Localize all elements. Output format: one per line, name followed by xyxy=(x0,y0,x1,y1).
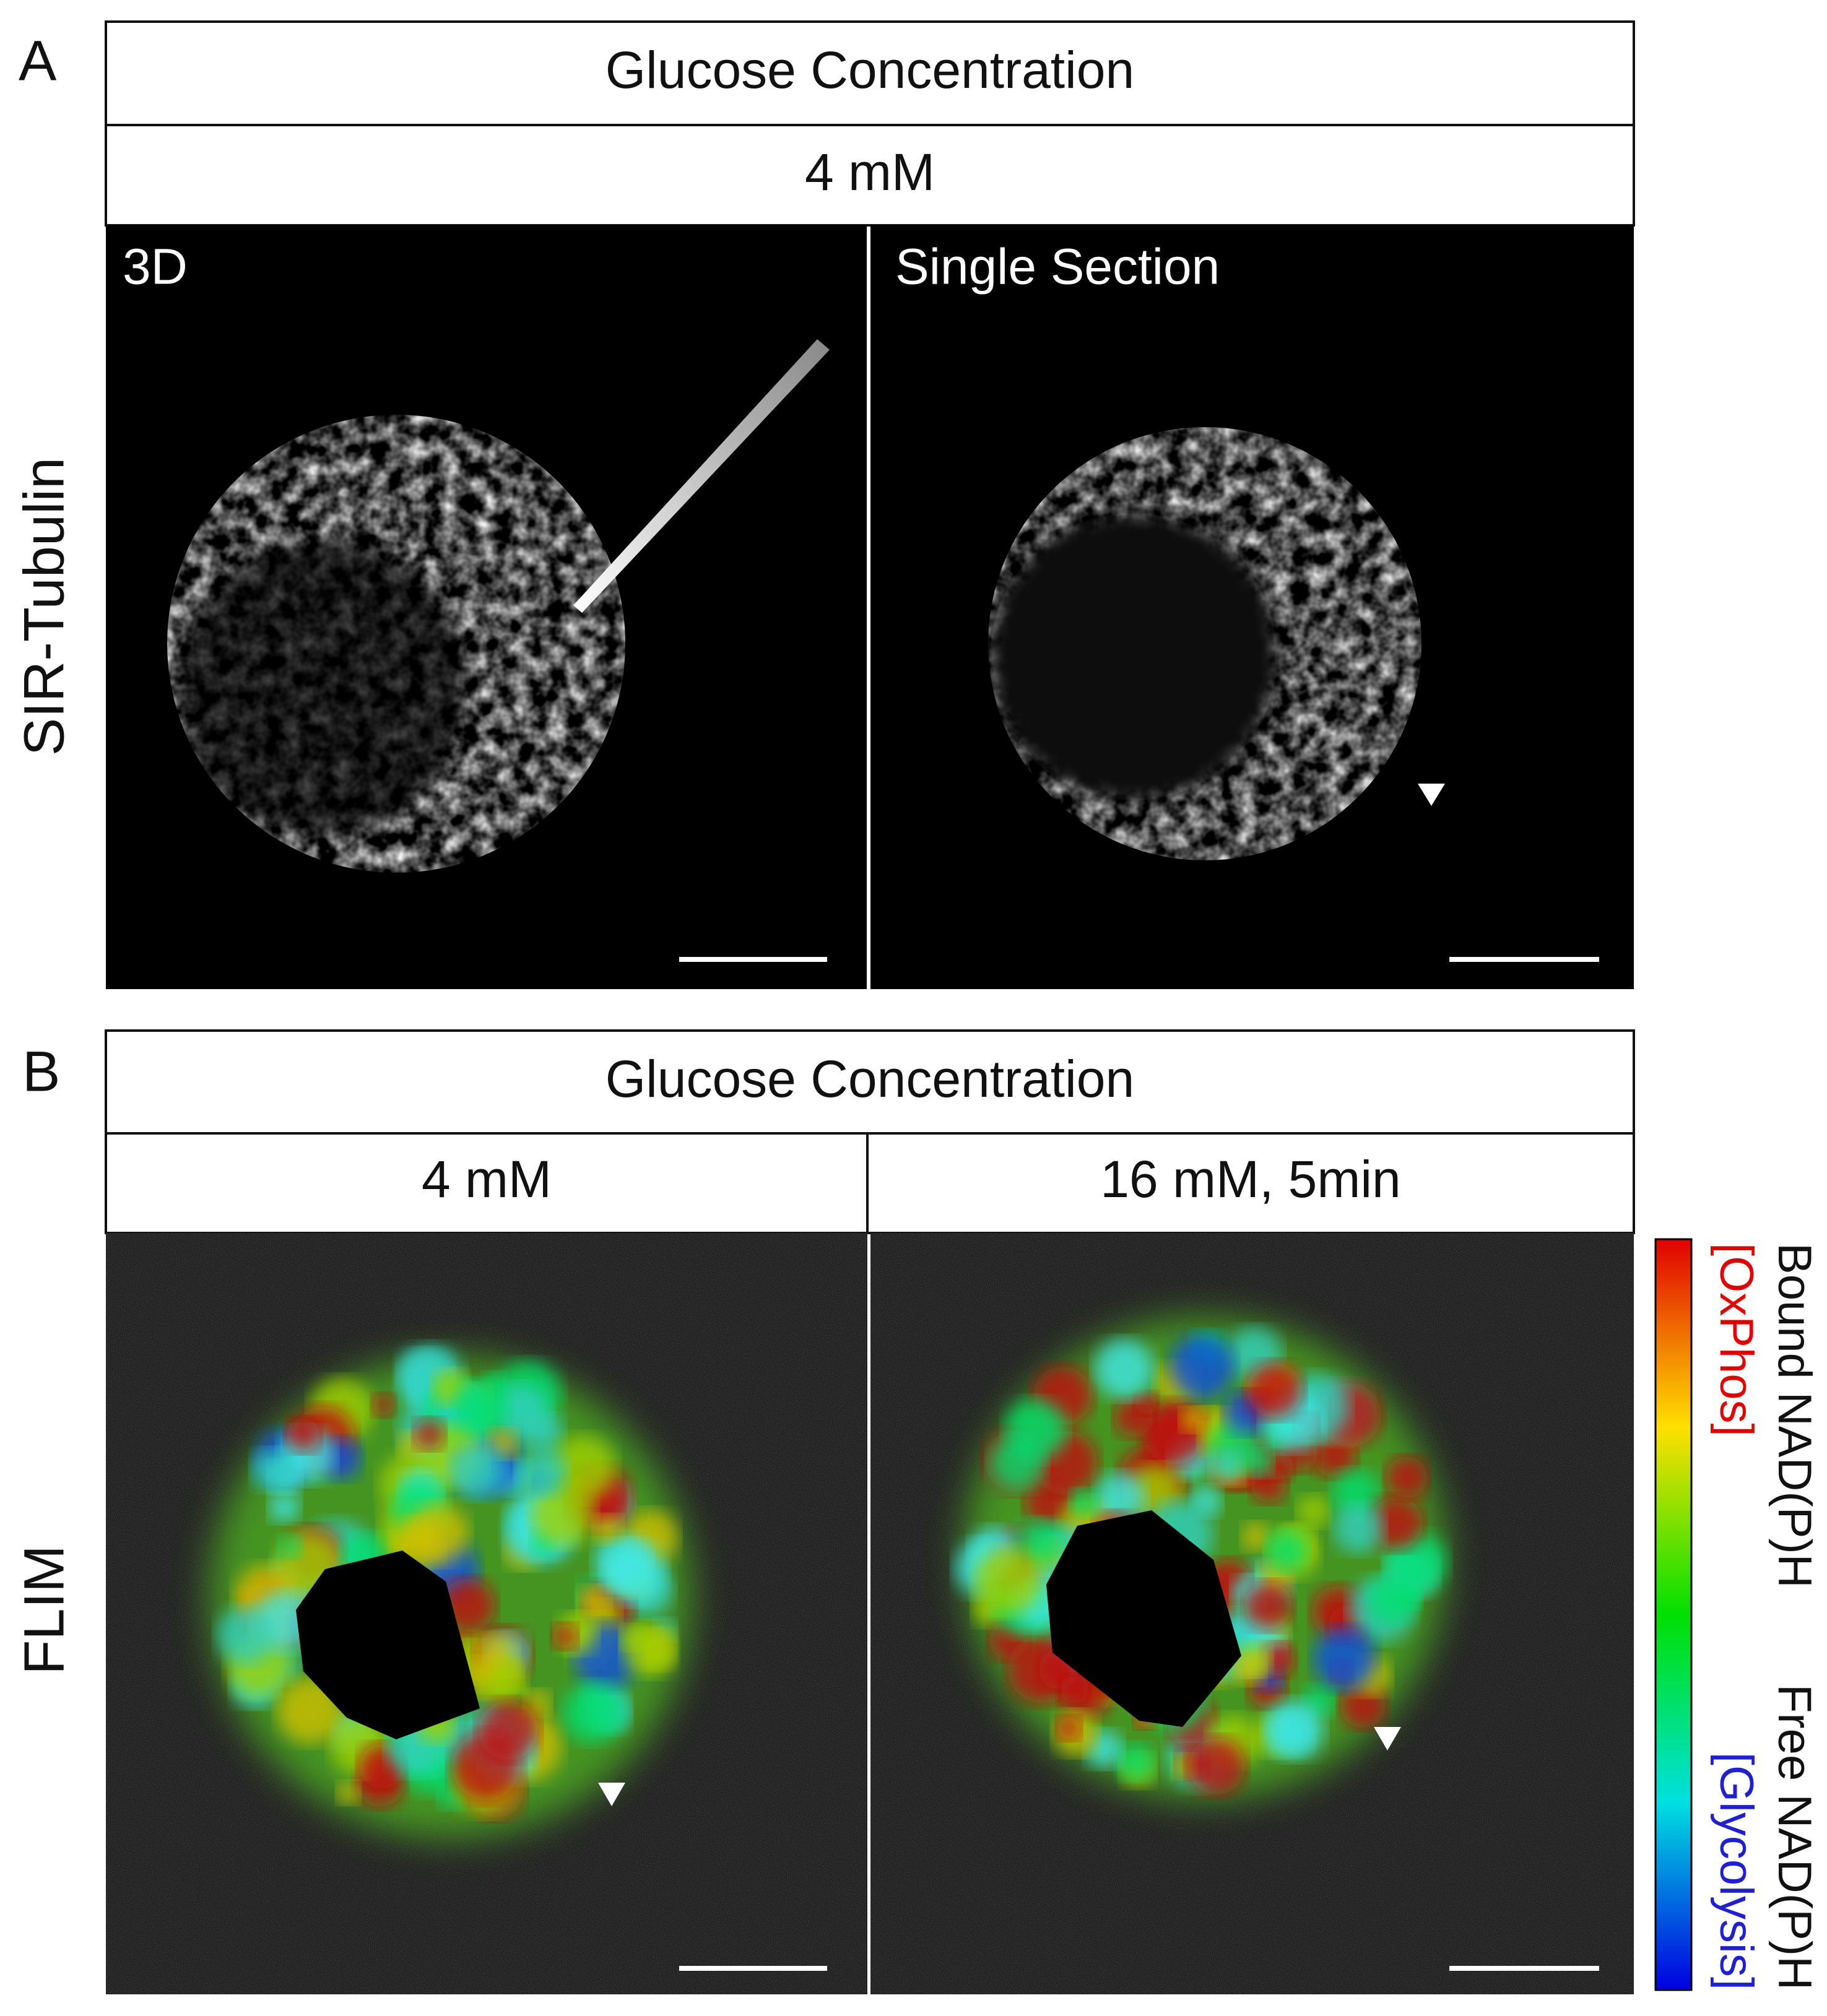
blob xyxy=(1244,1581,1293,1630)
image-3d: 3D xyxy=(106,225,867,989)
blob xyxy=(479,1700,539,1760)
blob xyxy=(414,1418,445,1450)
nucleus xyxy=(1046,1510,1241,1727)
condition-text: 4 mM xyxy=(422,1150,552,1208)
blob xyxy=(1056,1716,1081,1741)
colorbar-label: Bound NAD(P)H xyxy=(1768,1243,1821,1588)
nucleus xyxy=(180,539,464,836)
blob xyxy=(1245,1449,1274,1477)
colorbar-sublabel: [Glycolysis] xyxy=(1710,1752,1763,1990)
blob xyxy=(217,1606,275,1664)
arrowhead xyxy=(1374,1727,1401,1750)
blob xyxy=(974,1547,1042,1614)
blob xyxy=(1005,1400,1067,1461)
blob xyxy=(550,1435,615,1501)
blob xyxy=(454,1381,509,1436)
row-label: FLIM xyxy=(12,1545,76,1675)
colorbar-sublabel: [OxPhos] xyxy=(1710,1243,1763,1437)
blob xyxy=(1265,1529,1308,1572)
condition-text: 16 mM, 5min xyxy=(1100,1150,1400,1208)
blob xyxy=(492,1659,523,1690)
arrowhead xyxy=(1418,784,1445,806)
blob xyxy=(337,1781,360,1804)
flim-image-4mm xyxy=(106,1233,867,1994)
blob xyxy=(449,1443,505,1498)
panel-label: A xyxy=(19,29,57,92)
blob xyxy=(578,1586,610,1618)
image-single-section: Single Section xyxy=(870,225,1634,989)
flim-image-16mm xyxy=(870,1233,1634,1994)
blob xyxy=(1398,1585,1422,1609)
blob xyxy=(524,1689,551,1716)
blob xyxy=(252,1449,293,1491)
blob xyxy=(1386,1456,1428,1499)
blob xyxy=(1134,1391,1158,1416)
row-label: SIR-Tubulin xyxy=(12,457,76,756)
blob xyxy=(604,1542,666,1603)
condition-box xyxy=(105,124,1635,227)
filament xyxy=(573,339,830,613)
blob xyxy=(1095,1473,1146,1523)
condition-box xyxy=(866,1132,1635,1234)
header-box xyxy=(105,20,1635,126)
blob xyxy=(1188,1737,1246,1795)
blob xyxy=(1170,1334,1235,1399)
blob xyxy=(594,1515,622,1544)
blob xyxy=(269,1491,300,1523)
blob xyxy=(1179,1408,1204,1432)
header-text: Glucose Concentration xyxy=(605,41,1134,99)
blob xyxy=(1247,1362,1303,1418)
blob xyxy=(1233,1653,1265,1685)
nucleus xyxy=(990,513,1277,800)
image-label: Single Section xyxy=(895,239,1220,295)
condition-text: 4 mM xyxy=(805,143,935,201)
image-label: 3D xyxy=(123,239,188,295)
header-text: Glucose Concentration xyxy=(605,1050,1134,1108)
panel-label: B xyxy=(22,1040,60,1103)
blob xyxy=(1241,1522,1270,1551)
blob xyxy=(552,1624,578,1650)
blob xyxy=(1334,1503,1384,1554)
blob xyxy=(1265,1700,1324,1759)
blob xyxy=(1261,1643,1295,1677)
blob xyxy=(1313,1627,1377,1690)
blob xyxy=(1210,1450,1243,1482)
blob xyxy=(623,1623,675,1676)
blob xyxy=(408,1503,469,1564)
arrowhead xyxy=(598,1783,625,1806)
nucleus xyxy=(296,1551,480,1739)
blob xyxy=(1369,1497,1423,1550)
blob xyxy=(1117,1743,1154,1780)
blob xyxy=(1070,1489,1099,1518)
blob xyxy=(278,1534,303,1559)
colorbar-label: Free NAD(P)H xyxy=(1768,1684,1821,1990)
blob xyxy=(518,1447,567,1497)
blob xyxy=(1095,1339,1154,1399)
blob xyxy=(1060,1675,1089,1705)
blob xyxy=(563,1682,623,1744)
colorbar xyxy=(1654,1238,1693,1991)
blob xyxy=(372,1393,396,1417)
blob xyxy=(1297,1495,1330,1528)
blob xyxy=(285,1417,320,1452)
